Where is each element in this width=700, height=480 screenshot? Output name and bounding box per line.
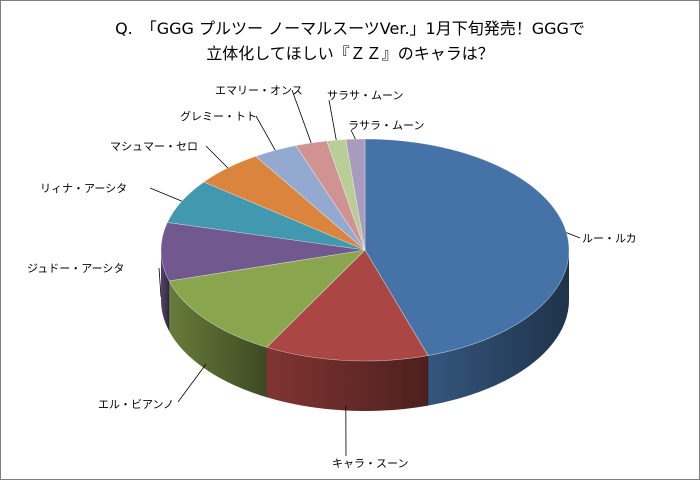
leader-line-6 bbox=[255, 115, 276, 151]
slice-label-3: ジュドー・アーシタ bbox=[27, 262, 124, 275]
chart-title: Q. 「GGG プルツー ノーマルスーツVer.」1月下旬発売！GGGで 立体化… bbox=[0, 16, 700, 66]
pie-side-walls bbox=[161, 250, 569, 412]
leader-line-2 bbox=[177, 364, 207, 403]
leader-line-0 bbox=[566, 232, 581, 239]
leader-line-9 bbox=[350, 129, 356, 140]
pie-slice-2 bbox=[168, 249, 366, 348]
pie-slice-9 bbox=[345, 138, 366, 251]
leader-line-8 bbox=[328, 99, 337, 141]
slice-label-5: マシュマー・セロ bbox=[110, 140, 198, 153]
slice-label-4: リィナ・アーシタ bbox=[40, 182, 127, 195]
leader-line-4 bbox=[149, 187, 182, 202]
pie-side-0 bbox=[428, 250, 569, 406]
slice-label-2: エル・ビアンノ bbox=[98, 398, 174, 411]
leader-line-7 bbox=[291, 89, 312, 144]
pie-side-2 bbox=[169, 280, 267, 398]
title-line-1: Q. 「GGG プルツー ノーマルスーツVer.」1月下旬発売！GGGで bbox=[115, 19, 585, 38]
title-line-2: 立体化してほしい『ＺＺ』のキャラは？ bbox=[206, 44, 494, 63]
slice-label-9: ラサラ・ムーン bbox=[348, 119, 424, 132]
pie-top bbox=[160, 138, 570, 362]
pie-side-1 bbox=[266, 347, 429, 412]
leader-line-3 bbox=[158, 267, 162, 297]
slice-label-7: エマリー・オンス bbox=[215, 84, 303, 97]
pie-slice-3 bbox=[160, 222, 366, 282]
pie-slice-1 bbox=[266, 249, 429, 362]
slice-label-8: サラサ・ムーン bbox=[327, 89, 403, 102]
slice-label-6: グレミー・トト bbox=[180, 109, 257, 123]
slice-label-1: キャラ・スーン bbox=[332, 457, 408, 470]
pie-side-3 bbox=[161, 250, 170, 331]
slice-label-0: ルー・ルカ bbox=[582, 232, 637, 245]
leader-line-5 bbox=[205, 145, 228, 169]
pie-slice-0 bbox=[364, 138, 570, 356]
